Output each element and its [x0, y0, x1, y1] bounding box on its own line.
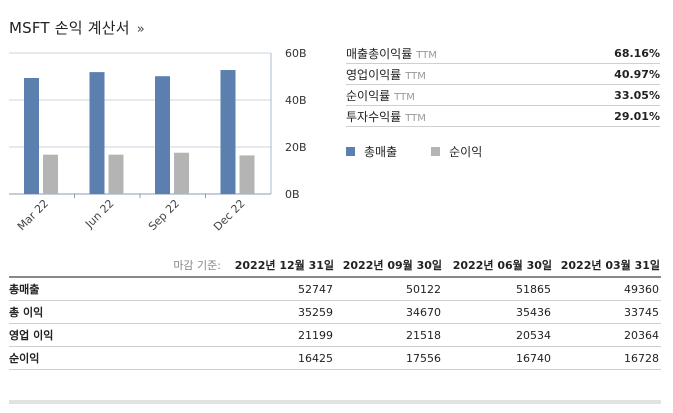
- y-tick-label: 60B: [285, 47, 307, 60]
- cell-value: 21199: [225, 323, 335, 347]
- period-end-label: 마감 기준:: [9, 254, 225, 278]
- table-row: 총 이익 35259 34670 35436 33745: [9, 300, 661, 324]
- ratio-label: 순이익률: [346, 88, 391, 103]
- cell-value: 16740: [443, 346, 553, 370]
- ratio-row: 순이익률 TTM 33.05%: [346, 84, 660, 106]
- income-chart: 0B 20B 40B 60B Mar 22 Jun 22 Sep 22 Dec 22: [9, 47, 307, 234]
- chart-legend: 총매출 순이익: [346, 143, 482, 160]
- cell-value: 52747: [225, 277, 335, 301]
- ratio-row: 투자수익률 TTM 29.01%: [346, 105, 660, 127]
- cell-value: 21518: [335, 323, 443, 347]
- cell-value: 51865: [443, 277, 553, 301]
- ratio-label: 매출총이익률: [346, 46, 413, 61]
- cell-value: 35259: [225, 300, 335, 324]
- financials-table: 마감 기준: 2022년 12월 31일 2022년 09월 30일 2022년…: [9, 254, 661, 370]
- row-label: 총매출: [9, 277, 225, 301]
- ratio-value: 68.16%: [554, 43, 660, 64]
- ratio-label: 투자수익률: [346, 109, 402, 124]
- cell-value: 16728: [553, 346, 661, 370]
- column-header: 2022년 06월 30일: [443, 254, 553, 278]
- cell-value: 16425: [225, 346, 335, 370]
- legend-label-net-income: 순이익: [449, 145, 483, 159]
- cell-value: 20534: [443, 323, 553, 347]
- column-header: 2022년 03월 31일: [553, 254, 661, 278]
- y-tick-label: 0B: [285, 188, 300, 201]
- legend-swatch-net-income: [431, 147, 441, 156]
- ttm-label: TTM: [394, 91, 415, 103]
- bar-revenue: [220, 70, 236, 194]
- x-tick-label: Mar 22: [15, 197, 51, 233]
- bar-revenue: [89, 72, 105, 194]
- cell-value: 33745: [553, 300, 661, 324]
- bar-net-income: [108, 154, 124, 194]
- table-row: 영업 이익 21199 21518 20534 20364: [9, 323, 661, 347]
- column-header: 2022년 12월 31일: [225, 254, 335, 278]
- ratio-value: 29.01%: [554, 105, 660, 127]
- cell-value: 50122: [335, 277, 443, 301]
- row-label: 영업 이익: [9, 323, 225, 347]
- title-text: MSFT 손익 계산서: [9, 19, 130, 37]
- more-arrow-icon[interactable]: »: [136, 22, 145, 37]
- cell-value: 20364: [553, 323, 661, 347]
- y-tick-label: 20B: [285, 141, 307, 154]
- ratio-row: 매출총이익률 TTM 68.16%: [346, 43, 660, 64]
- cell-value: 49360: [553, 277, 661, 301]
- table-row: 순이익 16425 17556 16740 16728: [9, 346, 661, 370]
- cell-value: 35436: [443, 300, 553, 324]
- x-tick-label: Jun 22: [82, 197, 116, 231]
- x-tick-label: Sep 22: [146, 197, 182, 233]
- ttm-label: TTM: [405, 112, 426, 124]
- page-title[interactable]: MSFT 손익 계산서 »: [9, 17, 145, 38]
- legend-label-revenue: 총매출: [364, 145, 398, 159]
- table-header-row: 마감 기준: 2022년 12월 31일 2022년 09월 30일 2022년…: [9, 254, 661, 278]
- bar-net-income: [239, 155, 255, 194]
- bar-net-income: [174, 152, 189, 194]
- cell-value: 34670: [335, 300, 443, 324]
- cell-value: 17556: [335, 346, 443, 370]
- ttm-label: TTM: [416, 49, 437, 61]
- y-tick-label: 40B: [285, 94, 307, 107]
- column-header: 2022년 09월 30일: [335, 254, 443, 278]
- ratio-label: 영업이익률: [346, 67, 402, 82]
- ttm-label: TTM: [405, 70, 426, 82]
- ratio-table: 매출총이익률 TTM 68.16% 영업이익률 TTM 40.97% 순이익률 TTM…: [346, 43, 660, 127]
- bar-revenue: [155, 76, 170, 194]
- bar-net-income: [43, 154, 58, 194]
- row-label: 총 이익: [9, 300, 225, 324]
- ratio-value: 40.97%: [554, 63, 660, 85]
- row-label: 순이익: [9, 346, 225, 370]
- table-row: 총매출 52747 50122 51865 49360: [9, 277, 661, 301]
- ratio-row: 영업이익률 TTM 40.97%: [346, 63, 660, 85]
- x-tick-label: Dec 22: [211, 197, 248, 234]
- bottom-divider: [9, 400, 661, 404]
- ratio-value: 33.05%: [554, 84, 660, 106]
- bar-revenue: [24, 78, 39, 194]
- legend-swatch-revenue: [346, 147, 355, 156]
